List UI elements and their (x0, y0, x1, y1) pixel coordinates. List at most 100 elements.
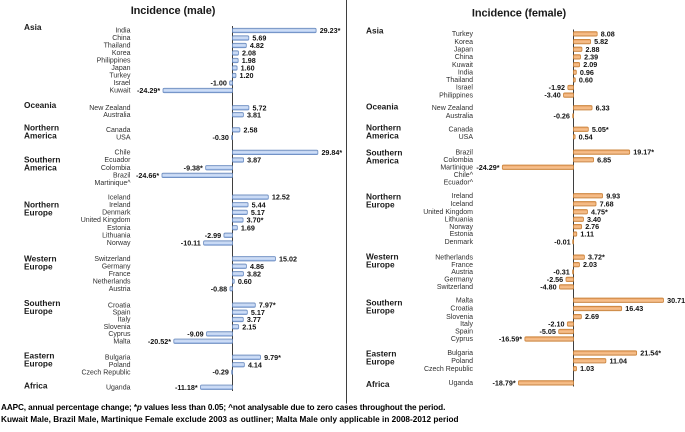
svg-text:2.08: 2.08 (242, 49, 256, 58)
svg-text:Spain: Spain (455, 329, 473, 336)
svg-text:Israel: Israel (456, 85, 474, 92)
svg-text:Switzerland: Switzerland (437, 284, 473, 291)
svg-text:Western: Western (24, 254, 57, 264)
svg-text:Czech Republic: Czech Republic (424, 366, 474, 373)
svg-text:America: America (24, 163, 57, 173)
svg-text:Korea: Korea (112, 50, 131, 57)
svg-text:Lithuania: Lithuania (102, 233, 131, 240)
svg-text:Canada: Canada (106, 127, 131, 134)
svg-text:Northern: Northern (24, 199, 59, 209)
svg-text:United Kingdom: United Kingdom (423, 209, 473, 216)
svg-text:Bulgaria: Bulgaria (105, 355, 131, 362)
svg-text:2.88: 2.88 (586, 45, 600, 54)
svg-text:Europe: Europe (24, 207, 53, 217)
svg-text:Cyprus: Cyprus (451, 336, 474, 343)
svg-text:Africa: Africa (366, 379, 390, 389)
svg-text:0.60: 0.60 (579, 76, 593, 85)
svg-text:-0.30: -0.30 (212, 133, 228, 142)
svg-text:New Zealand: New Zealand (89, 105, 130, 112)
svg-text:Africa: Africa (24, 381, 48, 391)
svg-text:2.76: 2.76 (585, 222, 599, 231)
svg-text:Uganda: Uganda (106, 384, 131, 391)
svg-text:India: India (115, 28, 130, 35)
svg-text:7.97*: 7.97* (259, 301, 276, 310)
svg-text:Europe: Europe (366, 259, 395, 269)
svg-text:1.98: 1.98 (242, 56, 256, 65)
svg-text:Northern: Northern (366, 192, 401, 202)
svg-text:Southern: Southern (366, 298, 402, 308)
svg-text:Czech Republic: Czech Republic (81, 369, 131, 376)
svg-text:29.84*: 29.84* (321, 148, 342, 157)
svg-text:Malta: Malta (456, 298, 473, 305)
svg-text:Israel: Israel (113, 80, 131, 87)
svg-text:9.79*: 9.79* (264, 353, 281, 362)
svg-text:Iceland: Iceland (108, 194, 131, 201)
svg-text:1.03: 1.03 (580, 364, 594, 373)
svg-text:Norway: Norway (107, 240, 131, 247)
svg-text:Colombia: Colombia (101, 165, 131, 172)
svg-text:Slovenia: Slovenia (104, 324, 131, 331)
svg-text:New Zealand: New Zealand (432, 105, 473, 112)
svg-text:-0.26: -0.26 (554, 112, 570, 121)
svg-text:Kuwait: Kuwait (452, 62, 473, 69)
svg-text:Australia: Australia (446, 113, 473, 120)
svg-text:4.86: 4.86 (250, 262, 264, 271)
svg-text:Australia: Australia (103, 112, 130, 119)
svg-text:-0.01: -0.01 (554, 237, 570, 246)
svg-text:21.54*: 21.54* (640, 349, 661, 358)
svg-text:1.60: 1.60 (241, 64, 255, 73)
svg-text:USA: USA (116, 135, 131, 142)
svg-text:Martinique^: Martinique^ (95, 180, 132, 187)
svg-text:8.08: 8.08 (601, 30, 615, 39)
svg-text:America: America (366, 156, 399, 166)
svg-text:Denmark: Denmark (102, 210, 131, 217)
svg-text:Eastern: Eastern (366, 349, 396, 359)
svg-text:India: India (458, 69, 473, 76)
svg-text:Netherlands: Netherlands (93, 279, 131, 286)
svg-text:0.60: 0.60 (238, 277, 252, 286)
svg-text:5.17: 5.17 (251, 308, 265, 317)
svg-text:Philippines: Philippines (439, 92, 473, 99)
svg-text:Eastern: Eastern (24, 350, 54, 360)
svg-text:3.81: 3.81 (247, 110, 261, 119)
svg-text:-4.80: -4.80 (540, 283, 556, 292)
svg-text:Japan: Japan (454, 47, 473, 54)
svg-text:Oceania: Oceania (24, 100, 57, 110)
svg-text:9.93: 9.93 (606, 191, 620, 200)
svg-text:Chile^: Chile^ (454, 172, 474, 179)
svg-text:Colombia: Colombia (443, 157, 473, 164)
svg-text:Thailand: Thailand (446, 77, 473, 84)
svg-text:Europe: Europe (366, 306, 395, 316)
svg-text:5.17: 5.17 (251, 208, 265, 217)
svg-text:12.52: 12.52 (272, 193, 290, 202)
svg-text:2.69: 2.69 (585, 312, 599, 321)
svg-text:4.75*: 4.75* (591, 207, 608, 216)
svg-text:Chile: Chile (115, 150, 131, 157)
svg-text:-24.66*: -24.66* (136, 171, 159, 180)
svg-text:America: America (24, 131, 57, 141)
svg-text:6.85: 6.85 (597, 155, 611, 164)
svg-text:France: France (451, 262, 473, 269)
svg-text:-5.05: -5.05 (540, 327, 556, 336)
svg-text:-24.29*: -24.29* (137, 86, 160, 95)
svg-text:Denmark: Denmark (445, 239, 474, 246)
svg-text:Korea: Korea (454, 39, 473, 46)
svg-text:Lithuania: Lithuania (445, 216, 474, 223)
svg-text:4.14: 4.14 (248, 360, 262, 369)
svg-text:1.69: 1.69 (241, 223, 255, 232)
svg-text:-9.38*: -9.38* (184, 163, 203, 172)
svg-text:Japan: Japan (111, 65, 130, 72)
svg-text:Poland: Poland (451, 358, 473, 365)
svg-text:29.23*: 29.23* (320, 26, 341, 35)
svg-text:-16.59*: -16.59* (499, 335, 522, 344)
svg-text:Europe: Europe (24, 358, 53, 368)
svg-text:19.17*: 19.17* (633, 148, 654, 157)
svg-text:-1.92: -1.92 (549, 83, 565, 92)
svg-text:Estonia: Estonia (107, 225, 130, 232)
svg-text:2.15: 2.15 (242, 322, 256, 331)
svg-text:3.77: 3.77 (247, 315, 261, 324)
svg-text:China: China (455, 54, 473, 61)
svg-text:Incidence (male): Incidence (male) (131, 5, 216, 17)
svg-text:0.54: 0.54 (579, 132, 593, 141)
svg-text:-2.10: -2.10 (548, 320, 564, 329)
